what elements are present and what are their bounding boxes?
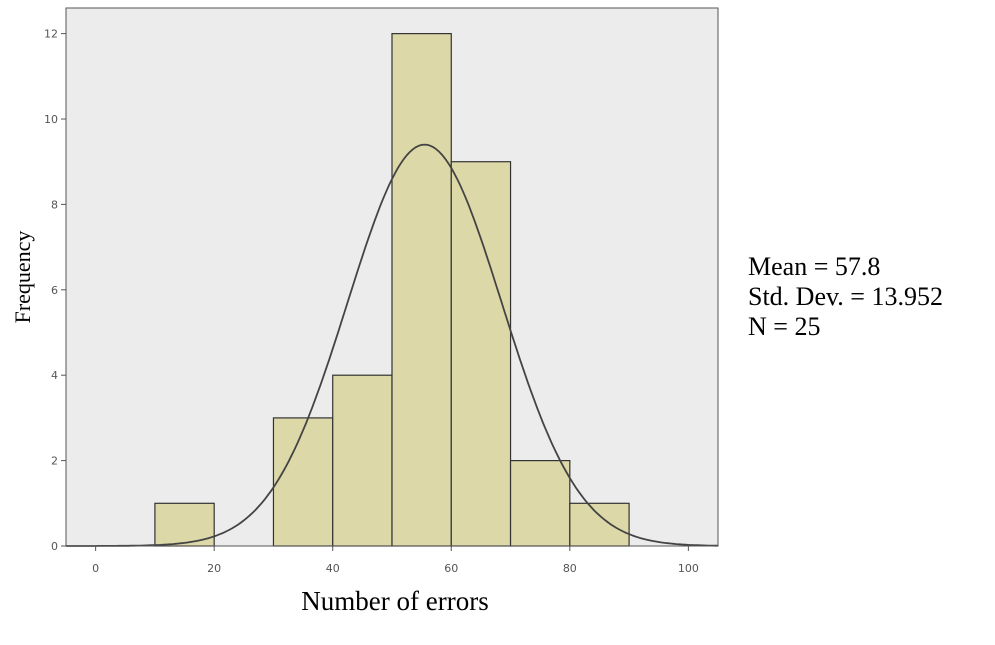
- histogram-bar-70-80: [509, 460, 571, 547]
- y-axis-label: Frequency: [10, 231, 35, 324]
- y-tick-label: 10: [44, 113, 58, 126]
- histogram-bar-50-60: [391, 33, 452, 547]
- y-tick-label: 2: [51, 455, 58, 468]
- histogram-bar-60-70: [450, 161, 512, 547]
- y-axis: 0 2 4 6 8 10 12: [44, 8, 67, 553]
- mean-label: Mean = 57.8: [748, 252, 881, 281]
- histogram-bar-30-40: [272, 417, 334, 547]
- y-tick-label: 0: [51, 540, 58, 553]
- bars-group: [154, 33, 630, 547]
- x-tick-label: 0: [92, 562, 99, 575]
- normal-curve: [66, 143, 718, 547]
- y-tick-label: 12: [44, 28, 58, 41]
- x-axis-label: Number of errors: [301, 586, 489, 616]
- x-tick-label: 100: [678, 562, 699, 575]
- x-tick-label: 80: [563, 562, 577, 575]
- x-tick-label: 40: [326, 562, 340, 575]
- histogram-bar-80-90: [569, 502, 630, 547]
- x-axis: 0 20 40 60 80 100: [66, 545, 718, 575]
- sd-label: Std. Dev. = 13.952: [748, 282, 943, 311]
- stats-legend: Mean = 57.8 Std. Dev. = 13.952 N = 25: [748, 252, 943, 342]
- y-tick-label: 8: [51, 198, 58, 211]
- y-tick-label: 4: [51, 369, 58, 382]
- x-tick-label: 60: [444, 562, 458, 575]
- n-label: N = 25: [748, 312, 821, 341]
- x-tick-label: 20: [207, 562, 221, 575]
- y-tick-label: 6: [51, 284, 58, 297]
- histogram-bar-40-50: [332, 374, 393, 547]
